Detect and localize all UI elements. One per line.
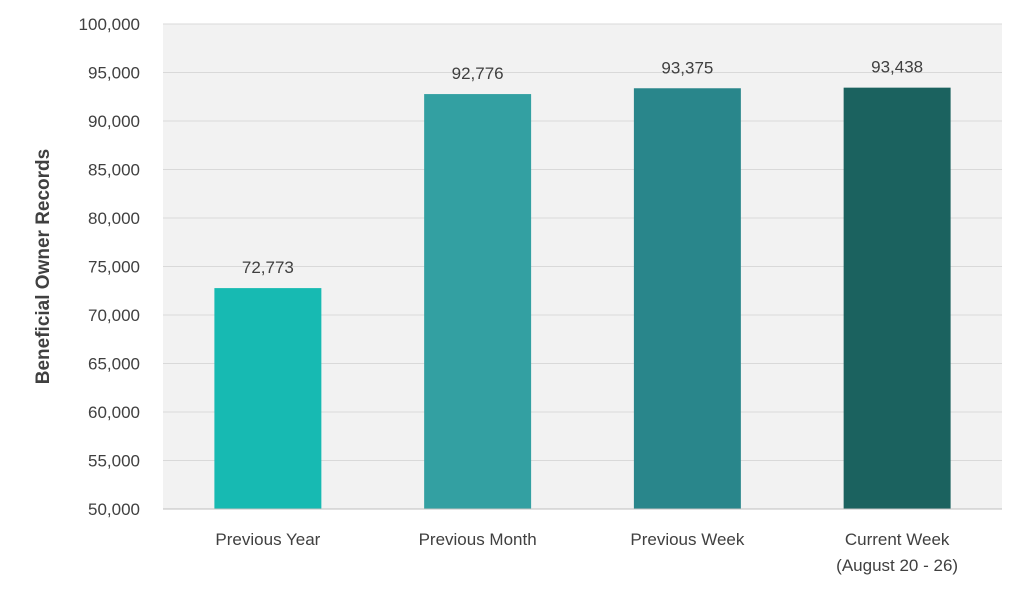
data-labels: 72,773 92,776 93,375 93,438 [242, 58, 923, 277]
y-tick-label: 90,000 [88, 112, 140, 131]
y-tick-label: 95,000 [88, 64, 140, 83]
bar [424, 94, 532, 509]
y-tick-label: 65,000 [88, 355, 140, 374]
y-axis-tick-labels: 50,000 55,000 60,000 65,000 70,000 75,000 80,0… [79, 15, 140, 519]
bar-value-label: 93,438 [871, 58, 923, 77]
bar-value-label: 93,375 [661, 58, 713, 77]
y-tick-label: 75,000 [88, 258, 140, 277]
y-tick-label: 50,000 [88, 500, 140, 519]
y-tick-label: 60,000 [88, 403, 140, 422]
bar [633, 88, 741, 509]
x-category-label: Current Week [845, 530, 950, 549]
x-axis-category-labels: Previous Year Previous Month Previous Week… [215, 530, 958, 575]
bar-value-label: 72,773 [242, 258, 294, 277]
x-category-label: (August 20 - 26) [836, 556, 958, 575]
y-tick-label: 70,000 [88, 306, 140, 325]
y-axis-title: Beneficial Owner Records [33, 149, 54, 384]
bar [214, 288, 322, 509]
y-tick-label: 85,000 [88, 161, 140, 180]
y-tick-label: 55,000 [88, 452, 140, 471]
y-tick-label: 80,000 [88, 209, 140, 228]
bar-series [214, 87, 951, 509]
x-category-label: Previous Month [419, 530, 537, 549]
x-category-label: Previous Year [215, 530, 320, 549]
bar [843, 87, 951, 509]
y-tick-label: 100,000 [79, 15, 140, 34]
bar-value-label: 92,776 [452, 64, 504, 83]
x-category-label: Previous Week [630, 530, 745, 549]
